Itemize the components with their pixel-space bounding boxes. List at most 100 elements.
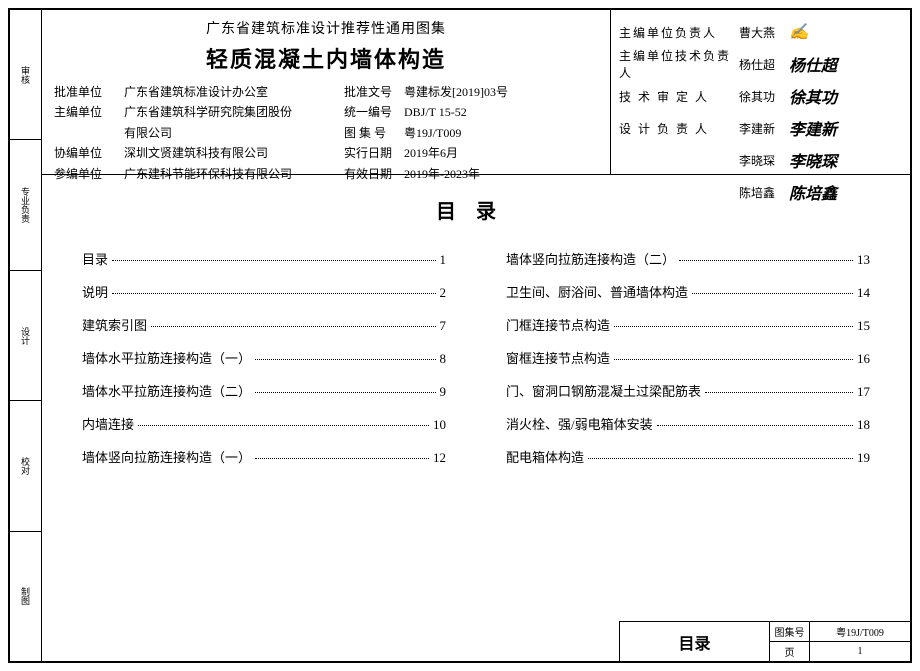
signature-mark: ✍ — [789, 22, 902, 42]
toc-item: 墙体竖向拉筋连接构造（一） 12 — [82, 447, 446, 466]
sig-name: 曹大燕 — [739, 24, 789, 41]
info-value2: 粤19J/T009 — [404, 123, 598, 143]
toc-page: 13 — [857, 252, 870, 268]
sig-label: 主编单位技术负责人 — [619, 47, 739, 81]
header-block: 广东省建筑标准设计推荐性通用图集 轻质混凝土内墙体构造 批准单位 广东省建筑标准… — [42, 10, 910, 175]
toc-item: 内墙连接 10 — [82, 414, 446, 433]
footer-page-value: 1 — [810, 642, 910, 661]
toc-item: 卫生间、厨浴间、普通墙体构造 14 — [506, 282, 870, 301]
toc-text: 建筑索引图 — [82, 315, 147, 334]
toc-right-column: 墙体竖向拉筋连接构造（二） 13 卫生间、厨浴间、普通墙体构造 14 门框连接节点构… — [506, 249, 870, 480]
header-left: 广东省建筑标准设计推荐性通用图集 轻质混凝土内墙体构造 批准单位 广东省建筑标准… — [42, 10, 610, 174]
sig-name: 李建新 — [739, 120, 789, 137]
sig-name: 杨仕超 — [739, 56, 789, 73]
info-label — [54, 123, 124, 143]
toc-dots — [588, 458, 853, 459]
signatures-block: 主编单位负责人 曹大燕 ✍ 主编单位技术负责人 杨仕超 杨仕超 技 术 审 定 … — [610, 10, 910, 174]
info-value: 深圳文贤建筑科技有限公司 — [124, 143, 344, 163]
toc-text: 窗框连接节点构造 — [506, 348, 610, 367]
footer-atlas-label: 图集号 — [770, 622, 810, 641]
info-row: 主编单位 广东省建筑科学研究院集团股份 统一编号 DBJ/T 15-52 — [54, 102, 598, 122]
signature-mark: 李建新 — [789, 116, 902, 140]
info-label: 批准单位 — [54, 82, 124, 102]
toc-dots — [614, 359, 853, 360]
info-value2: 2019年6月 — [404, 143, 598, 163]
stamp-cell: 专业负责 — [10, 140, 41, 270]
toc-page: 16 — [857, 351, 870, 367]
toc-text: 内墙连接 — [82, 414, 134, 433]
toc-dots — [255, 458, 429, 459]
footer-title: 目录 — [620, 622, 770, 661]
toc-item: 说明2 — [82, 282, 446, 301]
sig-row: 设 计 负 责 人 李建新 李建新 — [619, 116, 902, 140]
stamp-cell: 制图 — [10, 532, 41, 661]
toc-page: 15 — [857, 318, 870, 334]
toc-dots — [614, 326, 853, 327]
toc-dots — [255, 359, 435, 360]
stamp-cell: 设计 — [10, 271, 41, 401]
info-value2: 粤建标发[2019]03号 — [404, 82, 598, 102]
info-value: 广东省建筑标准设计办公室 — [124, 82, 344, 102]
toc-item: 消火栓、强/弱电箱体安装18 — [506, 414, 870, 433]
toc-page: 10 — [433, 417, 446, 433]
main-area: 广东省建筑标准设计推荐性通用图集 轻质混凝土内墙体构造 批准单位 广东省建筑标准… — [42, 10, 910, 661]
title-block: 目录 图集号 粤19J/T009 页 1 — [619, 621, 910, 661]
toc-columns: 目录1 说明2 建筑索引图7 墙体水平拉筋连接构造（一）8 墙体水平拉筋连接构造… — [82, 249, 870, 480]
toc-item: 目录 1 — [82, 249, 446, 268]
drawing-frame: 审核 专业负责 设计 校对 制图 广东省建筑标准设计推荐性通用图集 轻质混凝土内… — [8, 8, 912, 663]
stamp-cell: 校对 — [10, 401, 41, 531]
info-label2: 图 集 号 — [344, 123, 404, 143]
toc-text: 门、窗洞口钢筋混凝土过梁配筋表 — [506, 381, 701, 400]
toc-dots — [138, 425, 429, 426]
toc-dots — [255, 392, 435, 393]
footer-atlas-value: 粤19J/T009 — [810, 622, 910, 641]
toc-item: 墙体水平拉筋连接构造（一） 8 — [82, 348, 446, 367]
toc-item: 配电箱体构造19 — [506, 447, 870, 466]
toc-text: 墙体竖向拉筋连接构造（二） — [506, 249, 675, 268]
footer-atlas-row: 图集号 粤19J/T009 — [770, 622, 910, 642]
toc-item: 门框连接节点构造15 — [506, 315, 870, 334]
info-value2: DBJ/T 15-52 — [404, 102, 598, 122]
toc-page: 14 — [857, 285, 870, 301]
toc-text: 墙体水平拉筋连接构造（二） — [82, 381, 251, 400]
footer-info: 图集号 粤19J/T009 页 1 — [770, 622, 910, 661]
toc-text: 卫生间、厨浴间、普通墙体构造 — [506, 282, 688, 301]
signature-mark: 杨仕超 — [789, 52, 902, 76]
toc-dots — [112, 260, 435, 261]
stamp-cell: 审核 — [10, 10, 41, 140]
toc-page: 17 — [857, 384, 870, 400]
info-label2: 批准文号 — [344, 82, 404, 102]
sig-row: 主编单位技术负责人 杨仕超 杨仕超 — [619, 52, 902, 76]
sig-name: 徐其功 — [739, 88, 789, 105]
toc-page: 1 — [440, 252, 447, 268]
info-row: 协编单位 深圳文贤建筑科技有限公司 实行日期 2019年6月 — [54, 143, 598, 163]
sig-label: 设 计 负 责 人 — [619, 120, 739, 137]
info-label2: 统一编号 — [344, 102, 404, 122]
toc-dots — [151, 326, 435, 327]
title-large: 轻质混凝土内墙体构造 — [54, 42, 598, 74]
sig-row: 主编单位负责人 曹大燕 ✍ — [619, 20, 902, 44]
toc-left-column: 目录1 说明2 建筑索引图7 墙体水平拉筋连接构造（一）8 墙体水平拉筋连接构造… — [82, 249, 446, 480]
sig-name: 李晓琛 — [739, 152, 789, 169]
toc-item: 墙体竖向拉筋连接构造（二） 13 — [506, 249, 870, 268]
toc-text: 墙体竖向拉筋连接构造（一） — [82, 447, 251, 466]
info-label: 协编单位 — [54, 143, 124, 163]
toc-text: 墙体水平拉筋连接构造（一） — [82, 348, 251, 367]
signature-mark: 徐其功 — [789, 84, 902, 108]
toc-dots — [679, 260, 853, 261]
toc-page: 9 — [440, 384, 447, 400]
info-grid: 批准单位 广东省建筑标准设计办公室 批准文号 粤建标发[2019]03号 主编单… — [54, 82, 598, 184]
info-value: 有限公司 — [124, 123, 344, 143]
title-small: 广东省建筑标准设计推荐性通用图集 — [54, 18, 598, 38]
signature-mark: 李晓琛 — [789, 148, 902, 172]
toc-item: 窗框连接节点构造 16 — [506, 348, 870, 367]
toc-text: 目录 — [82, 249, 108, 268]
toc-item: 墙体水平拉筋连接构造（二） 9 — [82, 381, 446, 400]
footer-page-label: 页 — [770, 642, 810, 661]
toc-page: 12 — [433, 450, 446, 466]
sig-row: 李晓琛 李晓琛 — [619, 148, 902, 172]
content-area: 目录 目录1 说明2 建筑索引图7 墙体水平拉筋连接构造（一）8 墙体水平拉筋连… — [42, 175, 910, 661]
toc-item: 门、窗洞口钢筋混凝土过梁配筋表 17 — [506, 381, 870, 400]
toc-page: 8 — [440, 351, 447, 367]
toc-dots — [112, 293, 435, 294]
